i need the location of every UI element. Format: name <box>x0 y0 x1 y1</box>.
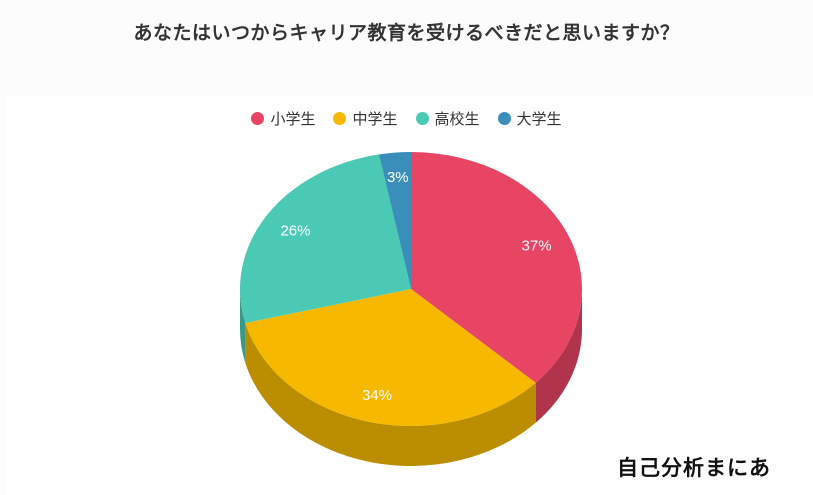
pie-slice-小学生[interactable] <box>411 152 582 383</box>
legend-dot-icon <box>251 112 265 125</box>
slice-label: 37% <box>522 237 552 254</box>
chart-title: あなたはいつからキャリア教育を受けるべきだと思いますか？ <box>133 22 680 44</box>
legend-label: 中学生 <box>352 110 398 128</box>
legend-item-junior-high[interactable]: 中学生 <box>333 108 398 129</box>
pie-slice-大学生[interactable] <box>378 152 411 289</box>
legend: 小学生 中学生 高校生 大学生 <box>0 108 813 129</box>
legend-item-high-school[interactable]: 高校生 <box>415 108 480 129</box>
legend-label: 小学生 <box>270 110 316 128</box>
slice-label: 3% <box>387 169 409 186</box>
slice-label: 26% <box>280 222 310 239</box>
pie-side-0 <box>535 289 582 423</box>
slice-label: 34% <box>362 387 392 404</box>
legend-item-elementary[interactable]: 小学生 <box>251 108 315 129</box>
pie-slices <box>240 152 582 426</box>
legend-dot-icon <box>415 112 429 125</box>
pie-side-2 <box>240 289 246 364</box>
legend-item-university[interactable]: 大学生 <box>497 108 562 129</box>
legend-label: 大学生 <box>516 110 562 128</box>
pie-labels: 37% 34% 26% 3% <box>280 169 551 404</box>
legend-dot-icon <box>333 112 347 125</box>
pie-slice-中学生[interactable] <box>245 289 536 426</box>
legend-dot-icon <box>497 112 511 125</box>
pie-sides <box>240 289 582 466</box>
legend-label: 高校生 <box>434 110 480 128</box>
pie-slice-高校生[interactable] <box>240 154 411 324</box>
brand-logo: 自己分析まにあ <box>617 456 771 480</box>
pie-side-1 <box>245 323 536 466</box>
